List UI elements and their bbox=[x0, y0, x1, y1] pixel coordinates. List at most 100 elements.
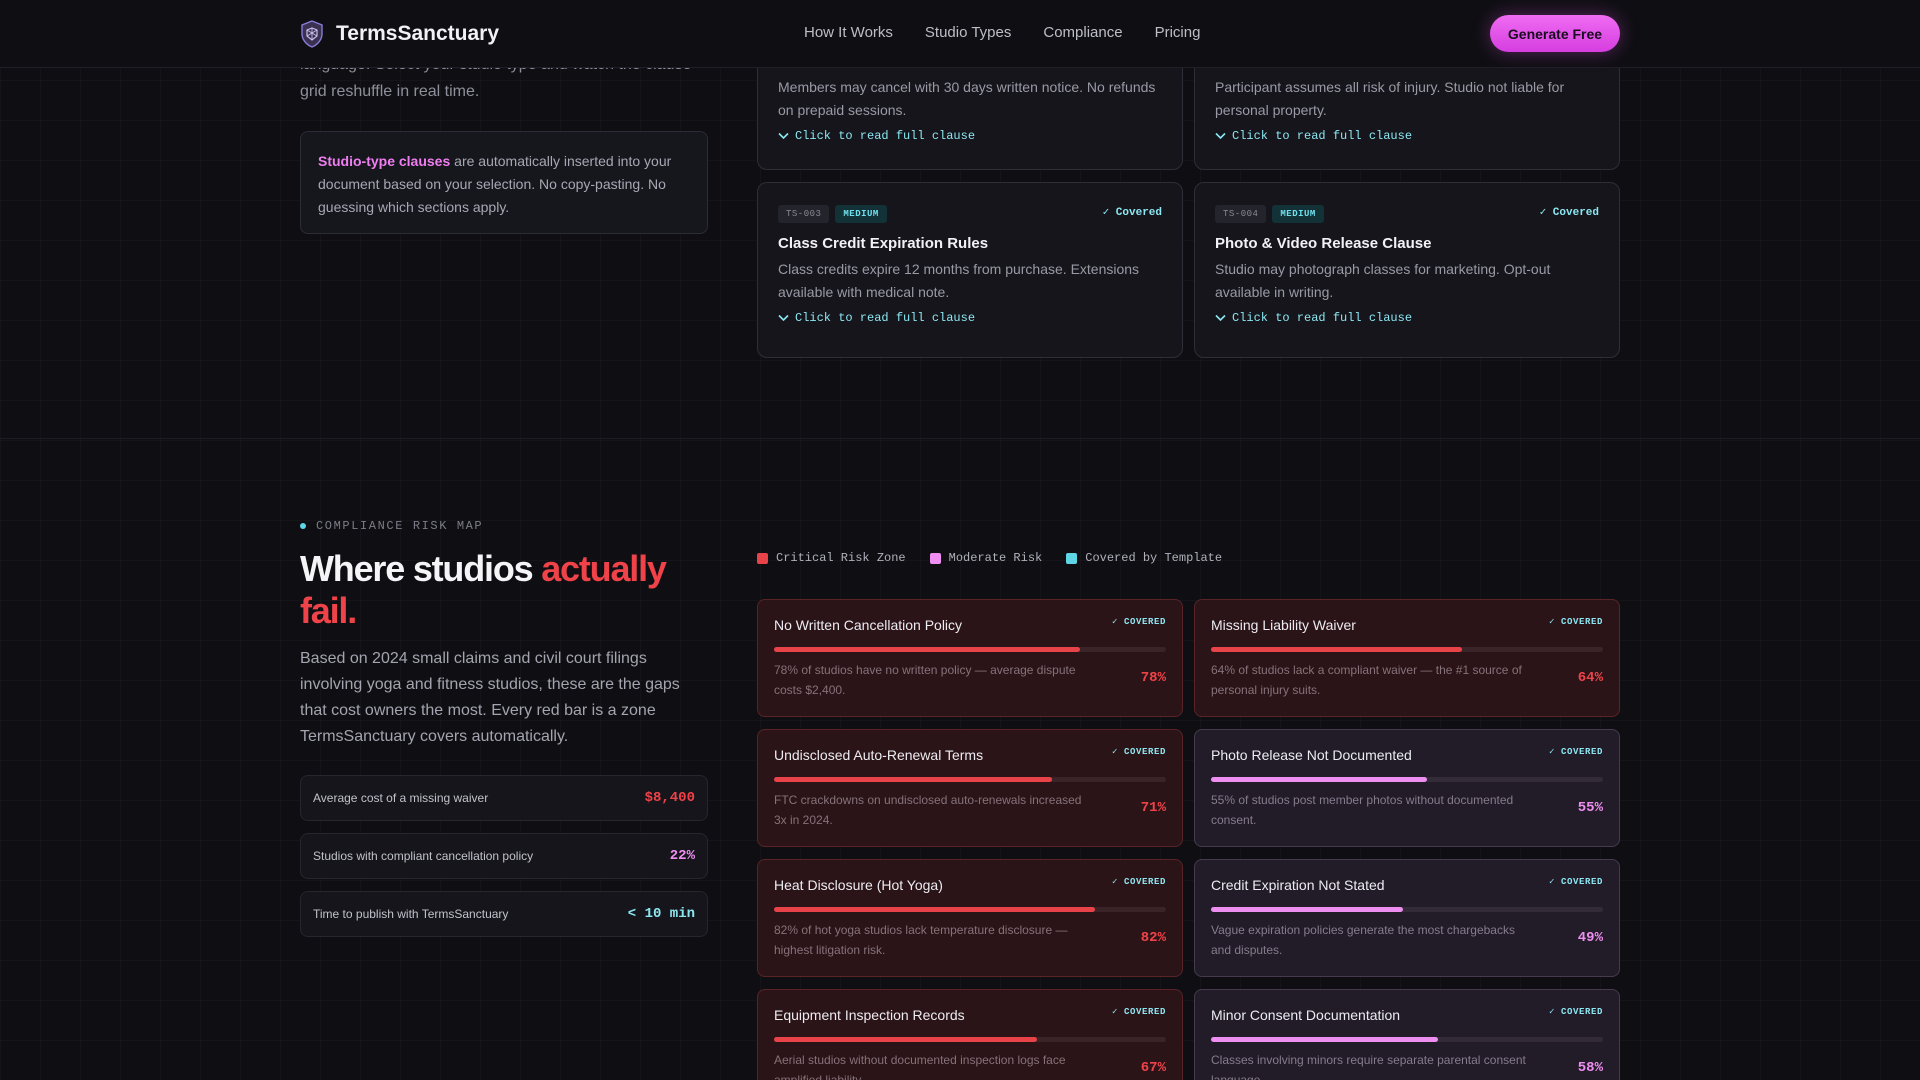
nav-link-how-it-works[interactable]: How It Works bbox=[804, 24, 893, 41]
nav-link-compliance[interactable]: Compliance bbox=[1043, 24, 1123, 41]
risk-description: 55% of studios post member photos withou… bbox=[1211, 793, 1514, 827]
risk-bar-track bbox=[774, 647, 1166, 652]
clause-card-photo-release[interactable]: TS-004 MEDIUM ✓ Covered Photo & Video Rel… bbox=[1194, 182, 1620, 358]
legend-swatch bbox=[757, 552, 768, 564]
stat-label: Time to publish with TermsSanctuary bbox=[313, 907, 509, 921]
legend-critical: Critical Risk Zone bbox=[757, 551, 906, 565]
risk-card[interactable]: No Written Cancellation Policy ✓ COVERED 7… bbox=[757, 599, 1183, 717]
clause-id-badge: TS-003 bbox=[778, 205, 830, 223]
risk-bar-track bbox=[774, 907, 1166, 912]
risk-bar-track bbox=[1211, 777, 1603, 782]
severity-badge: MEDIUM bbox=[1272, 205, 1324, 223]
top-nav: TermsSanctuary How It Works Studio Types… bbox=[0, 0, 1920, 68]
read-full-clause-link[interactable]: Click to read full clause bbox=[778, 129, 1162, 143]
risk-percent: 82% bbox=[1140, 930, 1166, 946]
risk-legend: Critical Risk Zone Moderate Risk Covered… bbox=[757, 551, 1222, 565]
risk-card[interactable]: Undisclosed Auto-Renewal Terms ✓ COVERED F… bbox=[757, 729, 1183, 847]
risk-bar-fill bbox=[774, 1037, 1037, 1042]
risk-bar-track bbox=[1211, 1037, 1603, 1042]
covered-badge: ✓ COVERED bbox=[1111, 617, 1166, 627]
headline-accent: actually fail. bbox=[300, 548, 667, 631]
section-divider bbox=[0, 438, 1920, 439]
nav-links: How It Works Studio Types Compliance Pri… bbox=[804, 24, 1200, 41]
risk-description: 64% of studios lack a compliant waiver —… bbox=[1211, 663, 1522, 697]
risk-title: Equipment Inspection Records bbox=[774, 1007, 965, 1023]
severity-badge: MEDIUM bbox=[835, 205, 887, 223]
clause-id-badge: TS-004 bbox=[1215, 205, 1267, 223]
risk-percent: 49% bbox=[1577, 930, 1603, 946]
risk-description: FTC crackdowns on undisclosed auto-renew… bbox=[774, 793, 1082, 827]
risk-description: Vague expiration policies generate the m… bbox=[1211, 923, 1515, 957]
risk-title: Minor Consent Documentation bbox=[1211, 1007, 1401, 1023]
read-full-clause-link[interactable]: Click to read full clause bbox=[1215, 129, 1599, 143]
section-description: Based on 2024 small claims and civil cou… bbox=[300, 650, 680, 745]
clause-tags: TS-003 MEDIUM bbox=[778, 203, 1162, 223]
covered-status: ✓ Covered bbox=[1539, 207, 1599, 219]
generate-free-button[interactable]: Generate Free bbox=[1490, 15, 1620, 52]
risk-bar-fill bbox=[1211, 647, 1462, 652]
chevron-down-icon bbox=[1215, 132, 1226, 140]
stat-compliant-cancellation: Studios with compliant cancellation poli… bbox=[300, 833, 708, 879]
clause-card-credit-expiration[interactable]: TS-003 MEDIUM ✓ Covered Class Credit Expi… bbox=[757, 182, 1183, 358]
risk-card[interactable]: Heat Disclosure (Hot Yoga) ✓ COVERED 82% o… bbox=[757, 859, 1183, 977]
brand-logo[interactable]: TermsSanctuary bbox=[300, 20, 499, 48]
read-full-clause-link[interactable]: Click to read full clause bbox=[1215, 311, 1599, 325]
covered-badge: ✓ COVERED bbox=[1111, 877, 1166, 887]
risk-description: Aerial studios without documented inspec… bbox=[774, 1053, 1066, 1080]
risk-bar-fill bbox=[774, 647, 1080, 652]
chevron-down-icon bbox=[778, 314, 789, 322]
risk-card[interactable]: Credit Expiration Not Stated ✓ COVERED Vag… bbox=[1194, 859, 1620, 977]
risk-title: Heat Disclosure (Hot Yoga) bbox=[774, 877, 943, 893]
legend-covered: Covered by Template bbox=[1066, 551, 1222, 565]
risk-title: Photo Release Not Documented bbox=[1211, 747, 1412, 763]
risk-card[interactable]: Minor Consent Documentation ✓ COVERED Clas… bbox=[1194, 989, 1620, 1080]
clause-title: Class Credit Expiration Rules bbox=[778, 235, 989, 252]
risk-title: Credit Expiration Not Stated bbox=[1211, 877, 1385, 893]
chevron-down-icon bbox=[1215, 314, 1226, 322]
shield-logo-icon bbox=[301, 20, 323, 48]
chevron-down-icon bbox=[778, 132, 789, 140]
clause-title: Photo & Video Release Clause bbox=[1215, 235, 1432, 252]
covered-badge: ✓ COVERED bbox=[1548, 877, 1603, 887]
risk-description: Classes involving minors require separat… bbox=[1211, 1053, 1526, 1080]
legend-swatch bbox=[1066, 552, 1078, 564]
nav-link-pricing[interactable]: Pricing bbox=[1154, 24, 1201, 41]
clause-body: Participant assumes all risk of injury. … bbox=[1215, 79, 1565, 118]
risk-percent: 58% bbox=[1577, 1060, 1603, 1076]
risk-description: 78% of studios have no written policy — … bbox=[774, 663, 1076, 697]
risk-description: 82% of hot yoga studios lack temperature… bbox=[774, 923, 1068, 957]
stat-value: $8,400 bbox=[644, 790, 695, 806]
covered-badge: ✓ COVERED bbox=[1548, 1007, 1603, 1017]
risk-card[interactable]: Missing Liability Waiver ✓ COVERED 64% of … bbox=[1194, 599, 1620, 717]
risk-title: No Written Cancellation Policy bbox=[774, 617, 963, 633]
covered-badge: ✓ COVERED bbox=[1548, 617, 1603, 627]
stat-time-to-publish: Time to publish with TermsSanctuary < 10… bbox=[300, 891, 708, 937]
stat-missing-waiver-cost: Average cost of a missing waiver $8,400 bbox=[300, 775, 708, 821]
risk-percent: 71% bbox=[1140, 800, 1166, 816]
risk-bar-fill bbox=[1211, 777, 1427, 782]
risk-bar-track bbox=[774, 1037, 1166, 1042]
risk-bar-track bbox=[774, 777, 1166, 782]
brand-name: TermsSanctuary bbox=[336, 22, 500, 45]
covered-badge: ✓ COVERED bbox=[1111, 1007, 1166, 1017]
eyebrow-dot-icon bbox=[300, 523, 306, 529]
info-box-text: are automatically inserted into your doc… bbox=[318, 153, 672, 215]
clause-body: Studio may photograph classes for market… bbox=[1215, 261, 1551, 300]
risk-title: Undisclosed Auto-Renewal Terms bbox=[774, 747, 984, 763]
clause-body: Members may cancel with 30 days written … bbox=[778, 79, 1156, 118]
stat-label: Average cost of a missing waiver bbox=[313, 791, 489, 805]
risk-card[interactable]: Photo Release Not Documented ✓ COVERED 55%… bbox=[1194, 729, 1620, 847]
nav-link-studio-types[interactable]: Studio Types bbox=[924, 24, 1012, 41]
risk-percent: 78% bbox=[1140, 670, 1166, 686]
read-full-clause-link[interactable]: Click to read full clause bbox=[778, 311, 1162, 325]
risk-bar-fill bbox=[1211, 907, 1404, 912]
risk-bar-fill bbox=[774, 777, 1053, 782]
legend-moderate: Moderate Risk bbox=[929, 551, 1042, 565]
clause-tags: TS-004 MEDIUM bbox=[1215, 203, 1599, 223]
risk-bar-track bbox=[1211, 647, 1603, 652]
risk-bar-fill bbox=[774, 907, 1096, 912]
risk-card[interactable]: Equipment Inspection Records ✓ COVERED Aer… bbox=[757, 989, 1183, 1080]
stat-value: 22% bbox=[669, 848, 695, 864]
covered-badge: ✓ COVERED bbox=[1111, 747, 1166, 757]
risk-percent: 67% bbox=[1140, 1060, 1166, 1076]
